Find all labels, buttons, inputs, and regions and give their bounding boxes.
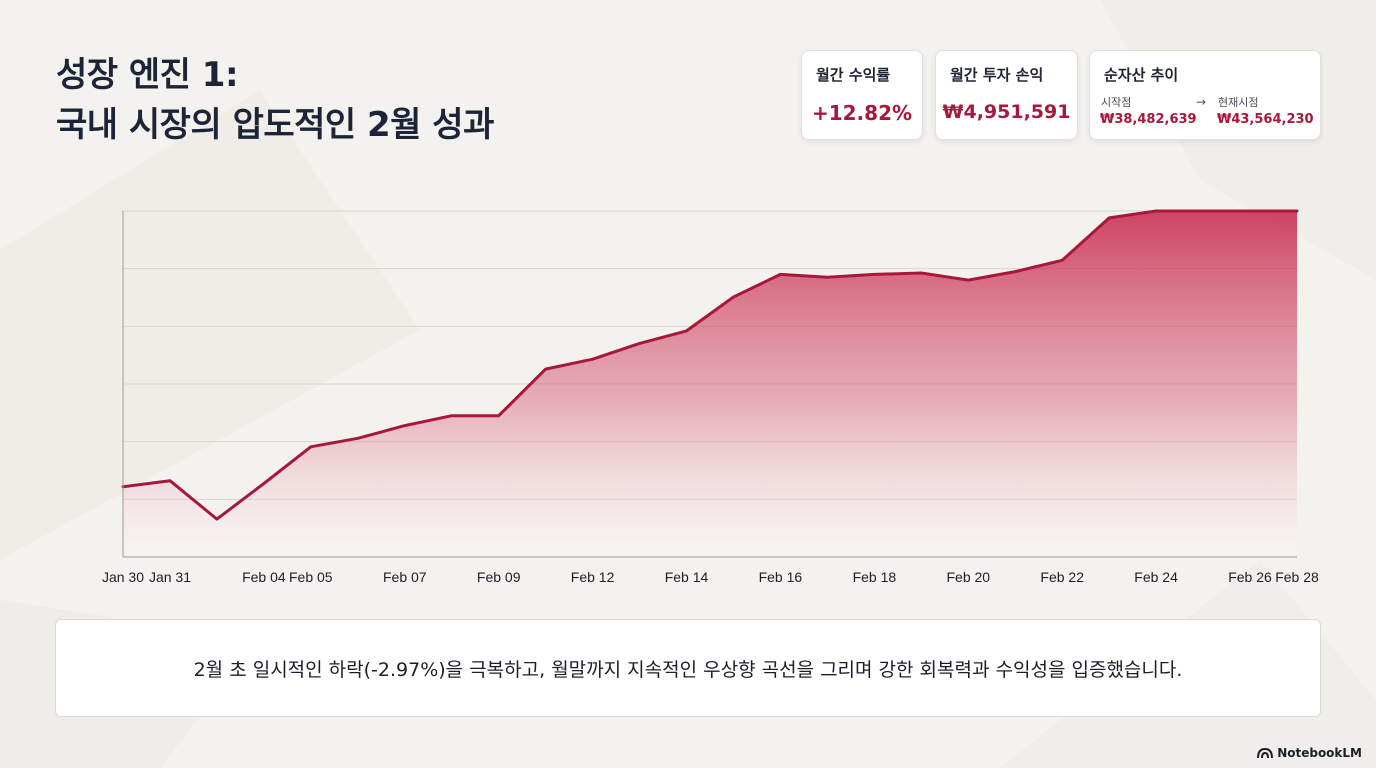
x-tick-label: Jan 31	[149, 569, 191, 585]
page-title: 성장 엔진 1: 국내 시장의 압도적인 2월 성과	[56, 50, 494, 150]
x-tick-label: Feb 12	[571, 569, 615, 585]
x-tick-label: Jan 30	[102, 569, 144, 585]
summary-box: 2월 초 일시적인 하락(-2.97%)을 극복하고, 월말까지 지속적인 우상…	[55, 619, 1321, 717]
x-tick-label: Feb 14	[665, 569, 709, 585]
kpi-card-net-asset: 순자산 추이 시작점 → 현재시점 ₩38,482,639 ₩43,564,23…	[1089, 50, 1321, 140]
kpi-value: ₩4,951,591	[942, 101, 1071, 123]
kpi-card-monthly-pnl: 월간 투자 손익 ₩4,951,591	[935, 50, 1078, 140]
arrow-right-icon: →	[1196, 95, 1207, 109]
x-tick-label: Feb 20	[947, 569, 991, 585]
x-tick-label: Feb 05	[289, 569, 333, 585]
kpi-start-label: 시작점	[1101, 96, 1132, 109]
kpi-end-label: 현재시점	[1218, 96, 1259, 109]
kpi-label: 순자산 추이	[1104, 66, 1179, 84]
x-tick-label: Feb 16	[759, 569, 803, 585]
x-tick-label: Feb 09	[477, 569, 521, 585]
kpi-end-value: ₩43,564,230	[1217, 112, 1314, 127]
x-tick-label: Feb 24	[1134, 569, 1178, 585]
series-line	[121, 209, 1299, 521]
kpi-label: 월간 투자 손익	[950, 66, 1044, 84]
x-tick-label: Feb 04	[242, 569, 286, 585]
area-fill	[123, 211, 1297, 557]
kpi-label: 월간 수익률	[816, 66, 891, 84]
notebooklm-logo-icon	[1257, 747, 1274, 759]
kpi-value: +12.82%	[811, 101, 913, 125]
page-title-line-1: 성장 엔진 1:	[56, 55, 239, 95]
brand-watermark: NotebookLM	[1257, 746, 1362, 760]
brand-name: NotebookLM	[1277, 746, 1362, 760]
page-title-line-2: 국내 시장의 압도적인 2월 성과	[56, 105, 494, 145]
x-tick-label: Feb 07	[383, 569, 427, 585]
x-tick-label: Feb 26	[1228, 569, 1272, 585]
x-tick-label: Feb 18	[853, 569, 897, 585]
x-tick-label: Feb 28	[1275, 569, 1319, 585]
kpi-card-monthly-return: 월간 수익률 +12.82%	[801, 50, 923, 140]
kpi-start-value: ₩38,482,639	[1100, 112, 1197, 127]
x-tick-label: Feb 22	[1040, 569, 1084, 585]
summary-text: 2월 초 일시적인 하락(-2.97%)을 극복하고, 월말까지 지속적인 우상…	[193, 658, 1183, 681]
net-asset-area-chart: Jan 30 Jan 31 Feb 04 Feb 05 Feb 07 Feb 09 Feb …	[102, 209, 1319, 585]
